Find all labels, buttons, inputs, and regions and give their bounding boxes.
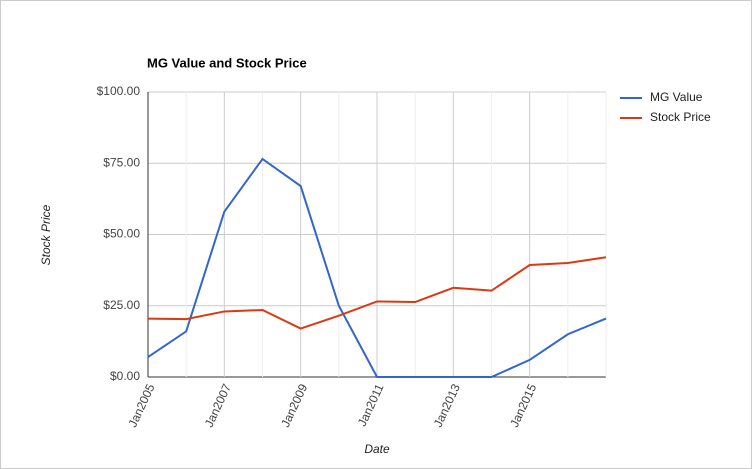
y-axis-label: Stock Price — [39, 204, 53, 265]
y-tick-label: $50.00 — [103, 227, 140, 241]
y-tick-label: $25.00 — [103, 298, 140, 312]
data-line — [147, 157, 607, 378]
legend-label: Stock Price — [650, 110, 711, 124]
legend-label: MG Value — [650, 90, 703, 104]
chart-title: MG Value and Stock Price — [147, 55, 307, 70]
y-tick-label: $100.00 — [97, 84, 141, 98]
y-tick-label: $75.00 — [103, 155, 140, 169]
x-axis-label: Date — [364, 442, 390, 456]
data-line — [147, 256, 607, 330]
y-tick-label: $0.00 — [110, 369, 140, 383]
